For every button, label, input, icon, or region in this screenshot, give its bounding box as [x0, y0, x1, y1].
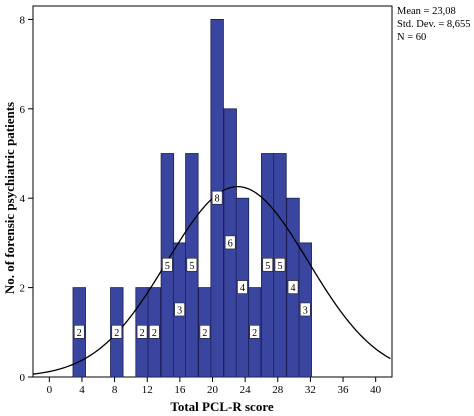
bar-count-label-text: 3: [177, 305, 182, 316]
bar-count-label: 3: [174, 302, 185, 317]
x-tick-label: 28: [272, 384, 284, 396]
bar-count-label: 4: [287, 280, 299, 294]
bar-count-label: 2: [199, 325, 211, 339]
bar-count-label-box: [262, 257, 274, 272]
bar-count-label-text: 2: [152, 328, 157, 339]
bar-count-label: 2: [136, 325, 148, 339]
x-tick-label: 0: [47, 384, 53, 396]
stats-mean: Mean = 23,08: [397, 6, 456, 17]
bars-group: [72, 19, 312, 378]
bar-count-label: 6: [224, 235, 236, 250]
bar-count-label: 2: [149, 325, 160, 339]
bar-count-label-text: 5: [189, 261, 194, 272]
bar-count-label-box: [73, 325, 85, 339]
bar-count-label-box: [287, 280, 299, 294]
bar-count-label-box: [162, 257, 173, 272]
bar-count-label: 5: [186, 257, 198, 272]
x-axis-title: Total PCL-R score: [170, 399, 274, 414]
bar-count-label: 5: [162, 257, 173, 272]
bar-count-label-box: [186, 257, 198, 272]
bar-count-label-text: 8: [215, 194, 220, 205]
normal-curve-group: [32, 185, 391, 375]
y-axis-title: No. of forensic psychiatric patients: [2, 102, 17, 294]
bar-count-label: 2: [249, 325, 260, 339]
bar-count-label-box: [299, 302, 311, 317]
x-tick-label: 12: [142, 384, 153, 396]
x-tick-label: 20: [207, 384, 219, 396]
bar-count-label-text: 4: [240, 283, 245, 294]
x-tick-label: 16: [174, 384, 186, 396]
bar-count-label-box: [199, 325, 211, 339]
y-tick-label: 4: [20, 193, 26, 205]
bar-count-label-box: [249, 325, 260, 339]
bar-count-label-box: [174, 302, 185, 317]
bar-count-label-box: [237, 280, 248, 294]
y-tick-label: 8: [20, 14, 26, 26]
stats-std: Std. Dev. = 8,655: [397, 19, 471, 30]
bar-count-label-box: [224, 235, 236, 250]
x-tick-label: 32: [305, 384, 316, 396]
normal-curve-line: [32, 185, 391, 375]
x-tick-label: 40: [370, 384, 382, 396]
bar-count-label-box: [149, 325, 160, 339]
bar-count-label-box: [211, 190, 223, 205]
x-tick-label: 4: [79, 384, 85, 396]
bar-count-label: 5: [274, 257, 286, 272]
bar-count-label-text: 5: [277, 261, 282, 272]
bar-count-label-box: [274, 257, 286, 272]
bar-count-label-text: 6: [228, 238, 233, 249]
bar-count-label-text: 2: [202, 328, 207, 339]
x-tick-label: 24: [240, 384, 252, 396]
bar-count-label-text: 4: [291, 283, 296, 294]
bar-count-label-box: [136, 325, 148, 339]
x-tick-label: 36: [338, 384, 350, 396]
bar-count-label: 4: [237, 280, 248, 294]
y-axis: 0 2 4 6 8: [20, 14, 33, 384]
bar-count-label-text: 2: [252, 328, 257, 339]
bar-count-label-text: 5: [265, 261, 270, 272]
bar-count-label-text: 3: [303, 305, 308, 316]
bar-count-label: 3: [299, 302, 311, 317]
y-tick-label: 6: [20, 104, 26, 116]
y-tick-label: 0: [20, 372, 26, 384]
x-axis: 0 4 8 12 16 20 24 28 32 36 40: [47, 377, 382, 396]
bar-count-label-text: 2: [140, 328, 145, 339]
bar-count-label: 5: [262, 257, 274, 272]
bar-count-label-text: 5: [165, 261, 170, 272]
x-tick-label: 8: [112, 384, 118, 396]
bar-count-label-box: [111, 325, 123, 339]
bar-count-label: 8: [211, 190, 223, 205]
y-tick-label: 2: [20, 283, 26, 295]
bar-count-label: 2: [111, 325, 123, 339]
bar-count-label-text: 2: [77, 328, 82, 339]
bar-count-label-text: 2: [114, 328, 119, 339]
stats-n: N = 60: [397, 32, 426, 43]
bar-count-label: 2: [73, 325, 85, 339]
